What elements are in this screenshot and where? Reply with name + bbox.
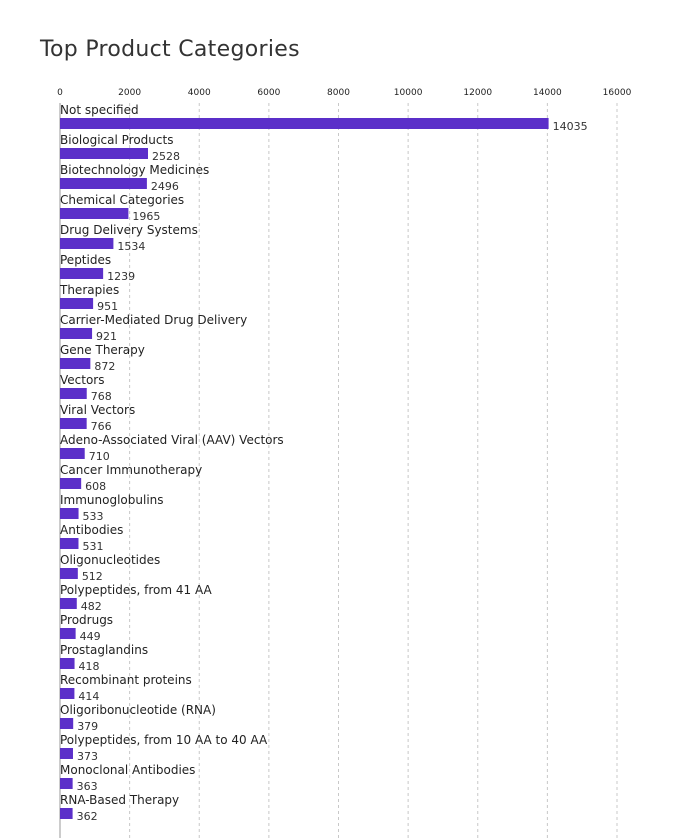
bar xyxy=(60,178,147,189)
bar xyxy=(60,688,75,699)
bar xyxy=(60,418,87,429)
bar xyxy=(60,118,549,129)
value-label: 449 xyxy=(80,630,101,643)
value-label: 379 xyxy=(77,720,98,733)
grid-lines xyxy=(59,103,618,838)
x-tick-label: 12000 xyxy=(463,88,492,98)
value-label: 921 xyxy=(96,330,117,343)
bar xyxy=(60,328,93,339)
bar xyxy=(60,778,73,789)
bar xyxy=(60,148,149,159)
bar xyxy=(60,298,94,309)
category-label: Polypeptides, from 10 AA to 40 AA xyxy=(60,733,268,747)
category-label: Carrier-Mediated Drug Delivery xyxy=(60,313,247,327)
category-label: Viral Vectors xyxy=(60,403,135,417)
chart-title: Top Product Categories xyxy=(40,37,300,62)
category-label: Gene Therapy xyxy=(60,343,145,357)
bar xyxy=(60,358,91,369)
x-tick-label: 0 xyxy=(57,88,63,98)
bar xyxy=(60,718,74,729)
value-label: 872 xyxy=(94,360,115,373)
bar xyxy=(60,598,77,609)
bar xyxy=(60,208,129,219)
category-label: Oligoribonucleotide (RNA) xyxy=(60,703,216,717)
category-label: Peptides xyxy=(60,253,111,267)
value-label: 1965 xyxy=(132,210,160,223)
x-axis-ticks: 0 2000 4000 6000 8000 10000 12000 14000 16000 xyxy=(57,88,631,98)
bar xyxy=(60,568,78,579)
category-label: Cancer Immunotherapy xyxy=(60,463,202,477)
category-label: Prostaglandins xyxy=(60,643,148,657)
bars: Not specified 14035 Biological Products 252… xyxy=(59,103,588,823)
bar xyxy=(60,808,73,819)
value-label: 418 xyxy=(79,660,100,673)
x-tick-label: 16000 xyxy=(603,88,632,98)
value-label: 533 xyxy=(83,510,104,523)
value-label: 2528 xyxy=(152,150,180,163)
value-label: 414 xyxy=(78,690,99,703)
category-label: Chemical Categories xyxy=(60,193,184,207)
bar xyxy=(60,508,79,519)
bar xyxy=(60,628,76,639)
x-tick-label: 2000 xyxy=(118,88,141,98)
value-label: 482 xyxy=(81,600,102,613)
bar xyxy=(60,448,85,459)
bar xyxy=(60,658,75,669)
x-tick-label: 4000 xyxy=(188,88,211,98)
bar xyxy=(60,748,73,759)
x-tick-label: 6000 xyxy=(257,88,280,98)
category-label: Vectors xyxy=(60,373,105,387)
category-label: Prodrugs xyxy=(60,613,113,627)
value-label: 710 xyxy=(89,450,110,463)
category-label: Polypeptides, from 41 AA xyxy=(60,583,212,597)
category-label: RNA-Based Therapy xyxy=(60,793,179,807)
value-label: 512 xyxy=(82,570,103,583)
x-tick-label: 14000 xyxy=(533,88,562,98)
bar xyxy=(60,538,79,549)
category-label: Oligonucleotides xyxy=(60,553,160,567)
value-label: 531 xyxy=(82,540,103,553)
bar xyxy=(60,268,104,279)
value-label: 362 xyxy=(77,810,98,823)
category-label: Therapies xyxy=(59,283,119,297)
value-label: 951 xyxy=(97,300,118,313)
x-tick-label: 8000 xyxy=(327,88,350,98)
category-label: Biological Products xyxy=(60,133,173,147)
x-tick-label: 10000 xyxy=(394,88,423,98)
category-label: Antibodies xyxy=(60,523,123,537)
category-label: Adeno-Associated Viral (AAV) Vectors xyxy=(60,433,284,447)
category-label: Immunoglobulins xyxy=(60,493,164,507)
category-label: Not specified xyxy=(60,103,139,117)
bar xyxy=(60,238,114,249)
bar xyxy=(60,388,87,399)
value-label: 1534 xyxy=(117,240,145,253)
value-label: 363 xyxy=(77,780,98,793)
value-label: 373 xyxy=(77,750,98,763)
bar xyxy=(60,478,82,489)
value-label: 768 xyxy=(91,390,112,403)
value-label: 1239 xyxy=(107,270,135,283)
category-label: Biotechnology Medicines xyxy=(60,163,209,177)
value-label: 608 xyxy=(85,480,106,493)
category-label: Recombinant proteins xyxy=(60,673,192,687)
value-label: 766 xyxy=(91,420,112,433)
category-label: Drug Delivery Systems xyxy=(60,223,198,237)
value-label: 2496 xyxy=(151,180,179,193)
value-label: 14035 xyxy=(553,120,588,133)
category-label: Monoclonal Antibodies xyxy=(60,763,195,777)
